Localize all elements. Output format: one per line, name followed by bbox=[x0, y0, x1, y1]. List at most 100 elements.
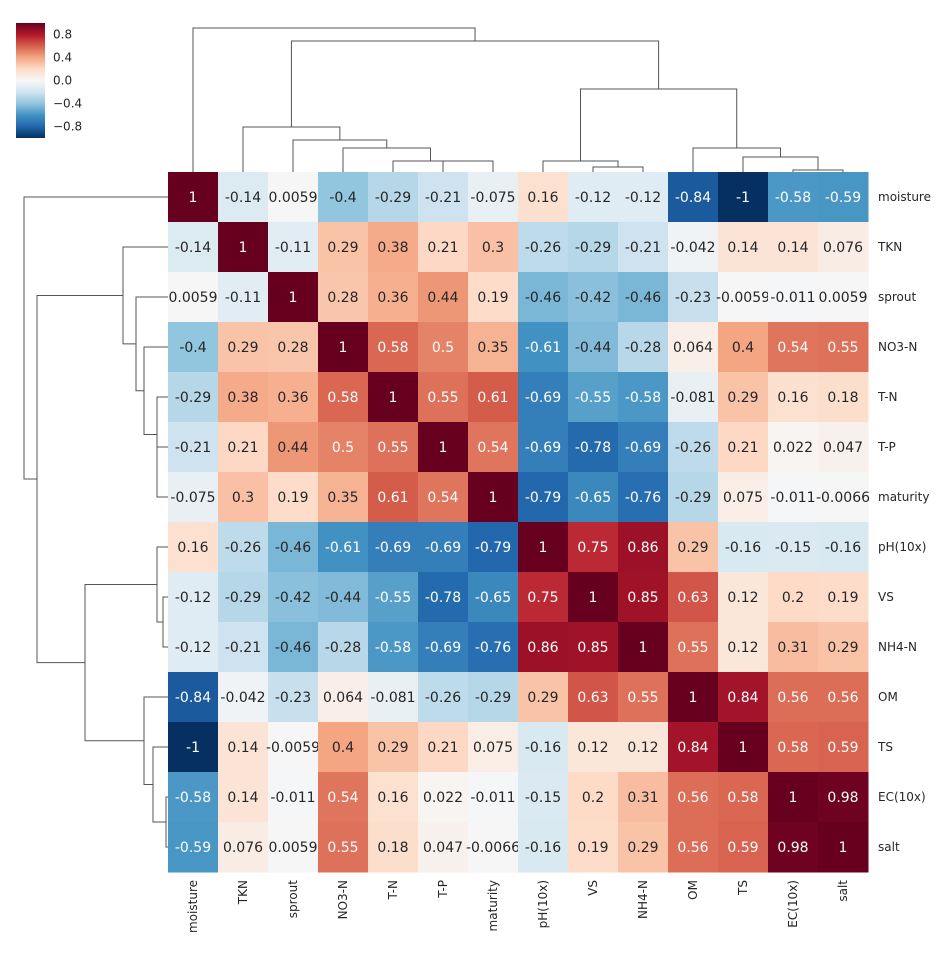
heatmap-cell bbox=[368, 372, 419, 423]
cell-annotation: 0.84 bbox=[677, 740, 708, 756]
cell-annotation: 0.12 bbox=[727, 590, 758, 606]
cell-annotation: -0.16 bbox=[825, 540, 861, 556]
cell-annotation: 0.61 bbox=[377, 490, 408, 506]
cell-annotation: 0.19 bbox=[277, 490, 308, 506]
row-label: maturity bbox=[878, 490, 929, 504]
heatmap-cell bbox=[718, 422, 769, 473]
cell-annotation: 0.28 bbox=[277, 340, 308, 356]
heatmap-cell bbox=[268, 472, 319, 523]
cell-annotation: -0.11 bbox=[225, 290, 261, 306]
dendrogram-link bbox=[156, 446, 168, 498]
heatmap-cell bbox=[268, 222, 319, 273]
heatmap-cell bbox=[718, 572, 769, 623]
column-label: moisture bbox=[186, 880, 200, 933]
cell-annotation: -0.16 bbox=[725, 540, 761, 556]
heatmap-cell bbox=[218, 422, 269, 473]
heatmap-cell bbox=[318, 822, 369, 873]
dendrogram-link bbox=[580, 88, 738, 161]
heatmap-cell bbox=[318, 522, 369, 573]
row-label: sprout bbox=[878, 290, 916, 304]
heatmap-cell bbox=[218, 822, 269, 873]
heatmap-cell bbox=[168, 522, 219, 573]
cell-annotation: 0.55 bbox=[327, 840, 358, 856]
cell-annotation: -0.29 bbox=[575, 240, 611, 256]
heatmap-cell bbox=[818, 572, 869, 623]
cell-annotation: -0.58 bbox=[625, 390, 661, 406]
cell-annotation: 0.047 bbox=[823, 440, 863, 456]
cell-annotation: 0.54 bbox=[427, 490, 458, 506]
cell-annotation: 0.21 bbox=[427, 740, 458, 756]
cell-annotation: 0.55 bbox=[827, 340, 858, 356]
cell-annotation: 0.0059 bbox=[169, 290, 218, 306]
cell-annotation: 0.75 bbox=[527, 590, 558, 606]
dendrogram-link bbox=[165, 796, 168, 848]
column-label: TS bbox=[736, 880, 750, 896]
cell-annotation: 0.075 bbox=[473, 740, 513, 756]
heatmap-cell bbox=[218, 372, 269, 423]
cell-annotation: -0.84 bbox=[675, 190, 711, 206]
cell-annotation: 1 bbox=[639, 640, 648, 656]
dendrogram-link bbox=[342, 147, 431, 172]
cell-annotation: 0.064 bbox=[323, 690, 363, 706]
heatmap-cell bbox=[318, 372, 369, 423]
heatmap-cell bbox=[168, 622, 219, 673]
cell-annotation: 0.076 bbox=[223, 840, 263, 856]
cell-annotation: 0.56 bbox=[677, 790, 708, 806]
heatmap-cell bbox=[518, 422, 569, 473]
heatmap-cell bbox=[318, 772, 369, 823]
heatmap-cell bbox=[718, 372, 769, 423]
colorbar-tick-label: 0.0 bbox=[53, 74, 72, 88]
cell-annotation: 0.86 bbox=[527, 640, 558, 656]
cell-annotation: -0.69 bbox=[375, 540, 411, 556]
heatmap-cell bbox=[818, 722, 869, 773]
heatmap-cell bbox=[768, 422, 819, 473]
heatmap-cell bbox=[618, 222, 669, 273]
heatmap-cell bbox=[618, 372, 669, 423]
cell-annotation: -0.46 bbox=[525, 290, 561, 306]
cell-annotation: -0.46 bbox=[275, 640, 311, 656]
cell-annotation: 0.16 bbox=[777, 390, 808, 406]
cell-annotation: 0.54 bbox=[477, 440, 508, 456]
cell-annotation: -0.65 bbox=[575, 490, 611, 506]
cell-annotation: 0.14 bbox=[227, 740, 258, 756]
row-label: VS bbox=[878, 590, 894, 604]
cell-annotation: -0.42 bbox=[275, 590, 311, 606]
cell-annotation: -0.075 bbox=[170, 490, 215, 506]
heatmap-cell bbox=[568, 622, 619, 673]
heatmap-cell bbox=[718, 672, 769, 723]
heatmap-cell bbox=[618, 722, 669, 773]
heatmap-cell bbox=[518, 522, 569, 573]
heatmap-cell bbox=[268, 822, 319, 873]
cell-annotation: 0.12 bbox=[577, 740, 608, 756]
cell-annotation: 0.54 bbox=[777, 340, 808, 356]
cell-annotation: 0.38 bbox=[227, 390, 258, 406]
heatmap-cell bbox=[568, 272, 619, 323]
heatmap-cell bbox=[268, 322, 319, 373]
heatmap-cell bbox=[518, 372, 569, 423]
heatmap-cell bbox=[618, 522, 669, 573]
cell-annotation: -0.26 bbox=[225, 540, 261, 556]
heatmap-cell bbox=[768, 622, 819, 673]
heatmap-cell bbox=[618, 422, 669, 473]
heatmap-cells: 1 -0.14 0.0059 -0.4 -0.29 -0.21 -0.075 0.16 -0.1… bbox=[168, 172, 870, 873]
cell-annotation: 0.29 bbox=[727, 390, 758, 406]
heatmap-cell bbox=[818, 172, 869, 223]
heatmap-cell bbox=[518, 572, 569, 623]
column-dendrogram bbox=[192, 27, 844, 172]
cell-annotation: 0.047 bbox=[423, 840, 463, 856]
cell-annotation: 0.29 bbox=[827, 640, 858, 656]
heatmap-cell bbox=[268, 672, 319, 723]
heatmap-cell bbox=[368, 322, 419, 373]
cell-annotation: -0.69 bbox=[425, 640, 461, 656]
cell-annotation: -0.26 bbox=[525, 240, 561, 256]
cell-annotation: -0.59 bbox=[175, 840, 211, 856]
cell-annotation: -0.21 bbox=[175, 440, 211, 456]
heatmap-cell bbox=[618, 672, 669, 723]
heatmap-cell bbox=[768, 472, 819, 523]
heatmap-cell bbox=[418, 372, 469, 423]
cell-annotation: -0.28 bbox=[625, 340, 661, 356]
cell-annotation: -0.011 bbox=[270, 790, 315, 806]
cell-annotation: -0.65 bbox=[475, 590, 511, 606]
heatmap-cell bbox=[718, 722, 769, 773]
heatmap-cell bbox=[218, 322, 269, 373]
